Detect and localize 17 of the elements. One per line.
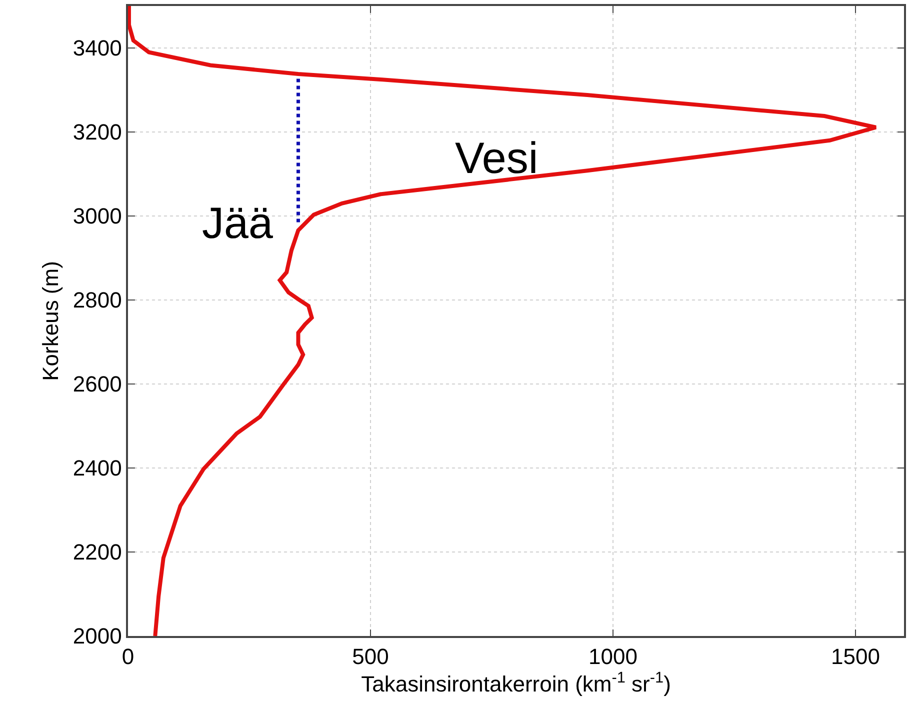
x-axis-title: Takasinsirontakerroin (km$^{-1}$ sr$^{-1}$)	[361, 669, 671, 697]
y-axis-title: Korkeus (m)	[38, 261, 64, 381]
y-tick-label: 3200	[72, 120, 122, 145]
y-tick-label: 3400	[72, 36, 122, 61]
y-tick-label: 2200	[72, 540, 122, 565]
x-tick-label: 1500	[831, 644, 880, 670]
y-tick-label: 2000	[72, 624, 122, 649]
x-tick-label: 1000	[588, 644, 638, 670]
y-tick-label: 2800	[72, 288, 122, 313]
y-tick-label: 3000	[72, 204, 122, 229]
annotation: Vesi	[455, 134, 538, 183]
line-series	[128, 6, 878, 636]
y-tick-label: 2600	[72, 372, 122, 397]
x-tick-label: 500	[352, 644, 389, 670]
annotation: Jää	[202, 199, 274, 248]
x-tick-label: 0	[122, 644, 134, 670]
y-tick-label: 2400	[72, 456, 122, 481]
